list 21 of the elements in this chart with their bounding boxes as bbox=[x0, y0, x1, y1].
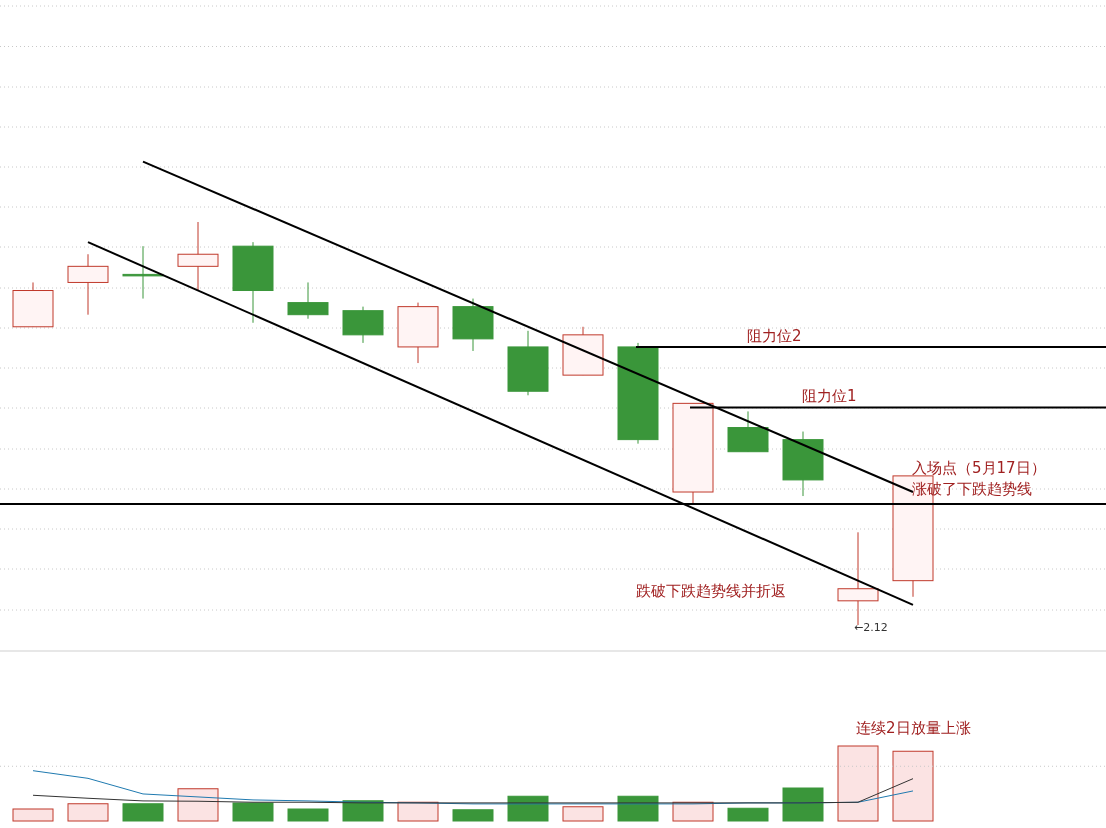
bar bbox=[12, 808, 54, 822]
annotation: 涨破了下跌趋势线 bbox=[912, 480, 1032, 498]
bar bbox=[452, 809, 494, 822]
text: 连续2日放量上涨 bbox=[856, 719, 971, 737]
bar bbox=[177, 788, 219, 822]
ref-line-label: 阻力位2 bbox=[747, 326, 802, 345]
bar bbox=[782, 787, 824, 822]
annotation: 入场点（5月17日） bbox=[912, 459, 1046, 477]
bar bbox=[67, 803, 109, 822]
bar bbox=[122, 803, 164, 822]
bar bbox=[727, 807, 769, 822]
bar bbox=[287, 808, 329, 822]
ref-line-label: 阻力位1 bbox=[802, 387, 857, 406]
bar bbox=[342, 800, 384, 822]
bar bbox=[232, 802, 274, 822]
bar bbox=[892, 750, 934, 822]
annotation: 跌破下跌趋势线并折返 bbox=[636, 582, 786, 600]
candlestick bbox=[122, 245, 164, 300]
bar bbox=[562, 806, 604, 822]
annotation: ←2.12 bbox=[854, 621, 888, 634]
bar bbox=[837, 745, 879, 822]
